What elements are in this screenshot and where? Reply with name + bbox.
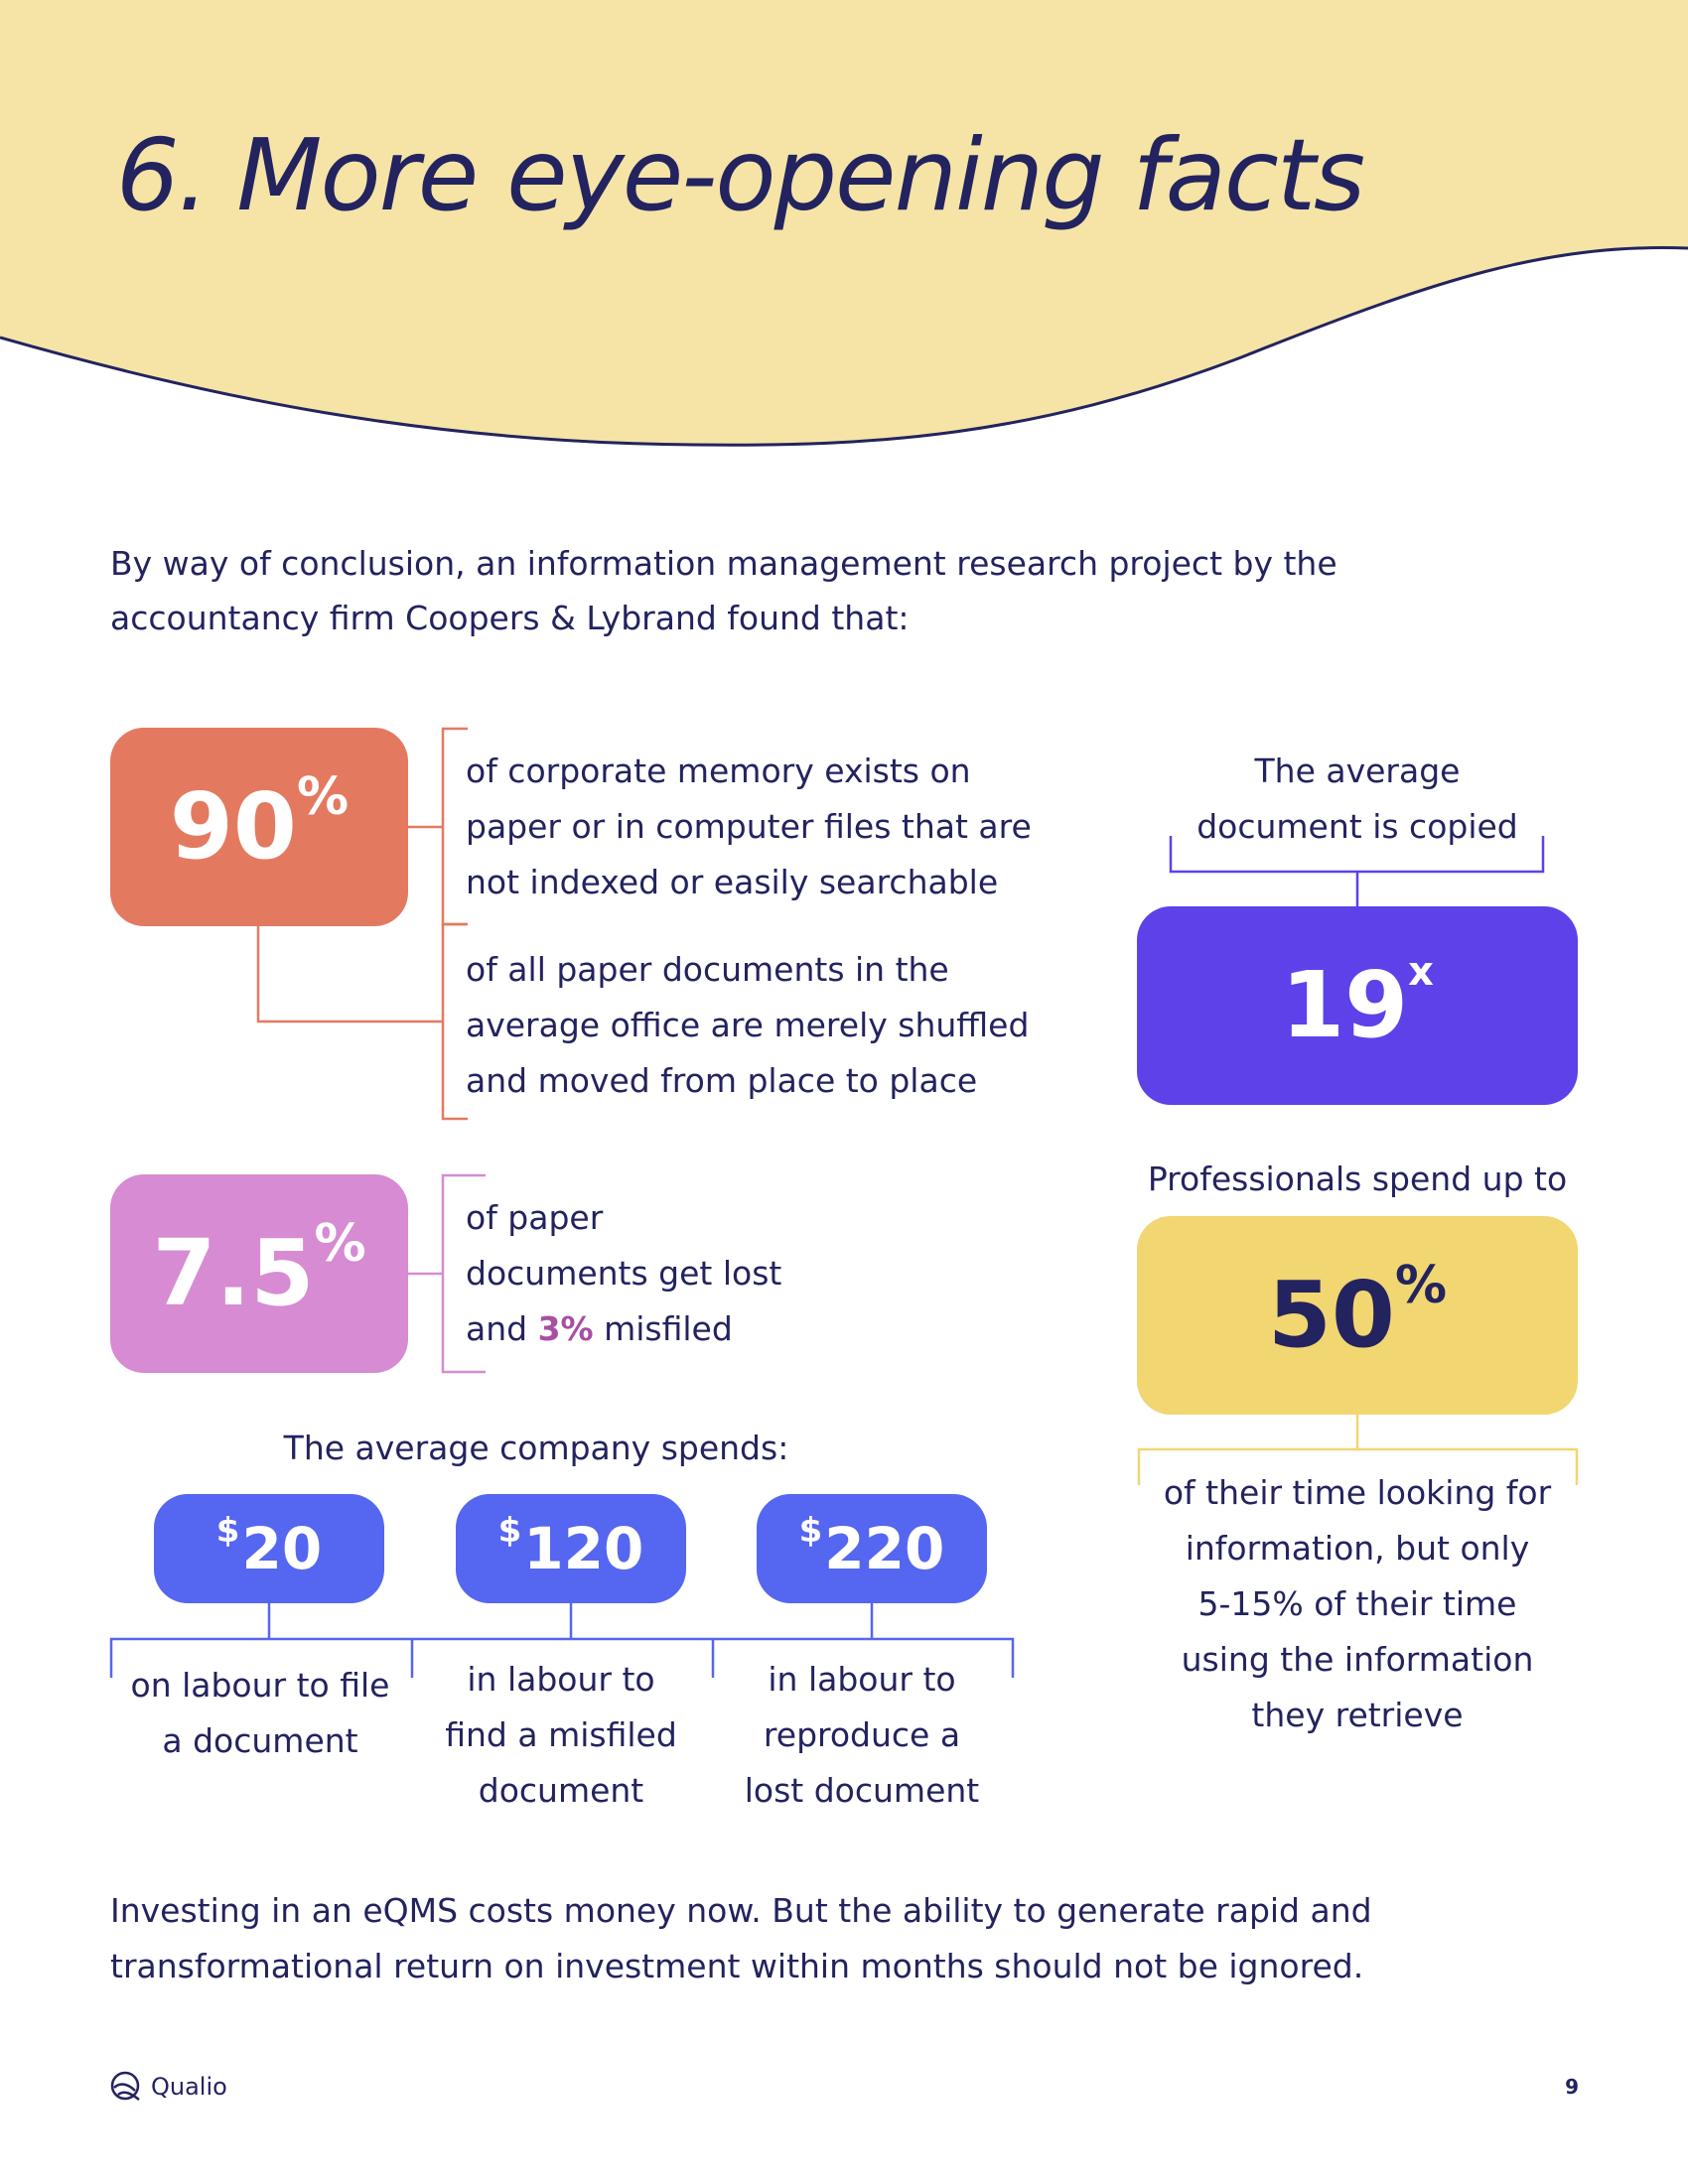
spending-heading: The average company spends: bbox=[283, 1429, 789, 1467]
fact-line: of paper bbox=[466, 1198, 604, 1237]
caption-line: document is copied bbox=[1196, 807, 1518, 846]
cost-amount: 120 bbox=[523, 1515, 644, 1582]
caption-average-document: The average document is copied bbox=[1137, 744, 1578, 855]
stat-box-90-percent: 90% bbox=[110, 728, 408, 926]
fact-shuffled-documents: of all paper documents in the average of… bbox=[466, 942, 1029, 1109]
stat-value: 50 bbox=[1267, 1262, 1395, 1368]
stat-unit: % bbox=[296, 767, 350, 827]
fact-line: using the information bbox=[1181, 1640, 1534, 1679]
currency-symbol: $ bbox=[215, 1511, 240, 1551]
stat-unit: % bbox=[314, 1214, 366, 1274]
fact-line: documents get lost bbox=[466, 1254, 782, 1293]
fact-line: misfiled bbox=[593, 1309, 733, 1348]
caption-line: on labour to file bbox=[130, 1666, 390, 1705]
caption-line: reproduce a bbox=[763, 1715, 961, 1754]
fact-line: not indexed or easily searchable bbox=[466, 863, 999, 901]
fact-line: of all paper documents in the bbox=[466, 950, 949, 989]
caption-line: a document bbox=[162, 1721, 358, 1760]
cost-badge-reproduce: $220 bbox=[757, 1494, 987, 1603]
fact-line: and bbox=[466, 1309, 538, 1348]
fact-line: paper or in computer files that are bbox=[466, 807, 1032, 846]
fact-time-looking: of their time looking for information, b… bbox=[1117, 1465, 1598, 1743]
bracket-19 bbox=[1169, 836, 1545, 906]
fact-corporate-memory: of corporate memory exists on paper or i… bbox=[466, 744, 1032, 910]
stat-value: 7.5 bbox=[152, 1220, 315, 1326]
fact-line: of their time looking for bbox=[1163, 1473, 1552, 1512]
stat-box-7-5-percent: 7.5% bbox=[110, 1174, 408, 1373]
cost-badge-find: $120 bbox=[456, 1494, 686, 1603]
qualio-logo-icon bbox=[110, 2071, 140, 2101]
stat-unit: x bbox=[1408, 949, 1434, 995]
bracket-50 bbox=[1137, 1415, 1579, 1485]
caption-line: The average bbox=[1254, 751, 1461, 790]
cost-amount: 20 bbox=[241, 1515, 323, 1582]
currency-symbol: $ bbox=[798, 1511, 823, 1551]
stat-unit: % bbox=[1394, 1256, 1448, 1315]
caption-line: lost document bbox=[744, 1771, 980, 1810]
page-number: 9 bbox=[1565, 2075, 1579, 2099]
fact-line: average office are merely shuffled bbox=[466, 1006, 1030, 1044]
closing-line-1: Investing in an eQMS costs money now. Bu… bbox=[110, 1891, 1372, 1930]
intro-line-2: accountancy firm Coopers & Lybrand found… bbox=[110, 599, 910, 637]
caption-line: in labour to bbox=[467, 1660, 655, 1699]
caption-line: find a misfiled bbox=[445, 1715, 677, 1754]
cost-badge-file: $20 bbox=[154, 1494, 384, 1603]
caption-line: document bbox=[478, 1771, 644, 1810]
fact-line: information, but only bbox=[1185, 1529, 1530, 1568]
stat-box-19x: 19 x bbox=[1137, 906, 1578, 1105]
fact-lost-documents: of paper documents get lost and 3% misfi… bbox=[466, 1190, 781, 1357]
qualio-logo: Qualio bbox=[109, 2071, 227, 2103]
closing-paragraph: Investing in an eQMS costs money now. Bu… bbox=[110, 1883, 1500, 1994]
caption-professionals: Professionals spend up to bbox=[1147, 1160, 1568, 1198]
bracket-90 bbox=[256, 727, 468, 1121]
bracket-7-5 bbox=[408, 1173, 486, 1374]
cost-caption-file: on labour to file a document bbox=[111, 1658, 409, 1769]
closing-line-2: transformational return on investment wi… bbox=[110, 1947, 1364, 1985]
fact-line: 5-15% of their time bbox=[1197, 1584, 1517, 1623]
fact-line: and moved from place to place bbox=[466, 1061, 978, 1100]
bracket-spending bbox=[109, 1603, 1015, 1678]
fact-line: they retrieve bbox=[1251, 1696, 1464, 1734]
fact-line: of corporate memory exists on bbox=[466, 751, 971, 790]
caption-line: in labour to bbox=[768, 1660, 956, 1699]
stat-box-50-percent: 50% bbox=[1137, 1216, 1578, 1415]
intro-line-1: By way of conclusion, an information man… bbox=[110, 544, 1337, 583]
header-wave-background bbox=[0, 0, 1688, 447]
stat-value: 19 bbox=[1281, 952, 1409, 1058]
currency-symbol: $ bbox=[497, 1511, 522, 1551]
cost-caption-reproduce: in labour to reproduce a lost document bbox=[713, 1652, 1011, 1819]
logo-text: Qualio bbox=[151, 2073, 227, 2101]
page-title: 6. More eye-opening facts bbox=[116, 117, 1365, 233]
cost-caption-find: in labour to find a misfiled document bbox=[412, 1652, 710, 1819]
misfiled-percent-highlight: 3% bbox=[537, 1309, 594, 1348]
stat-value: 90 bbox=[169, 773, 297, 880]
cost-amount: 220 bbox=[824, 1515, 945, 1582]
intro-paragraph: By way of conclusion, an information man… bbox=[110, 536, 1401, 645]
